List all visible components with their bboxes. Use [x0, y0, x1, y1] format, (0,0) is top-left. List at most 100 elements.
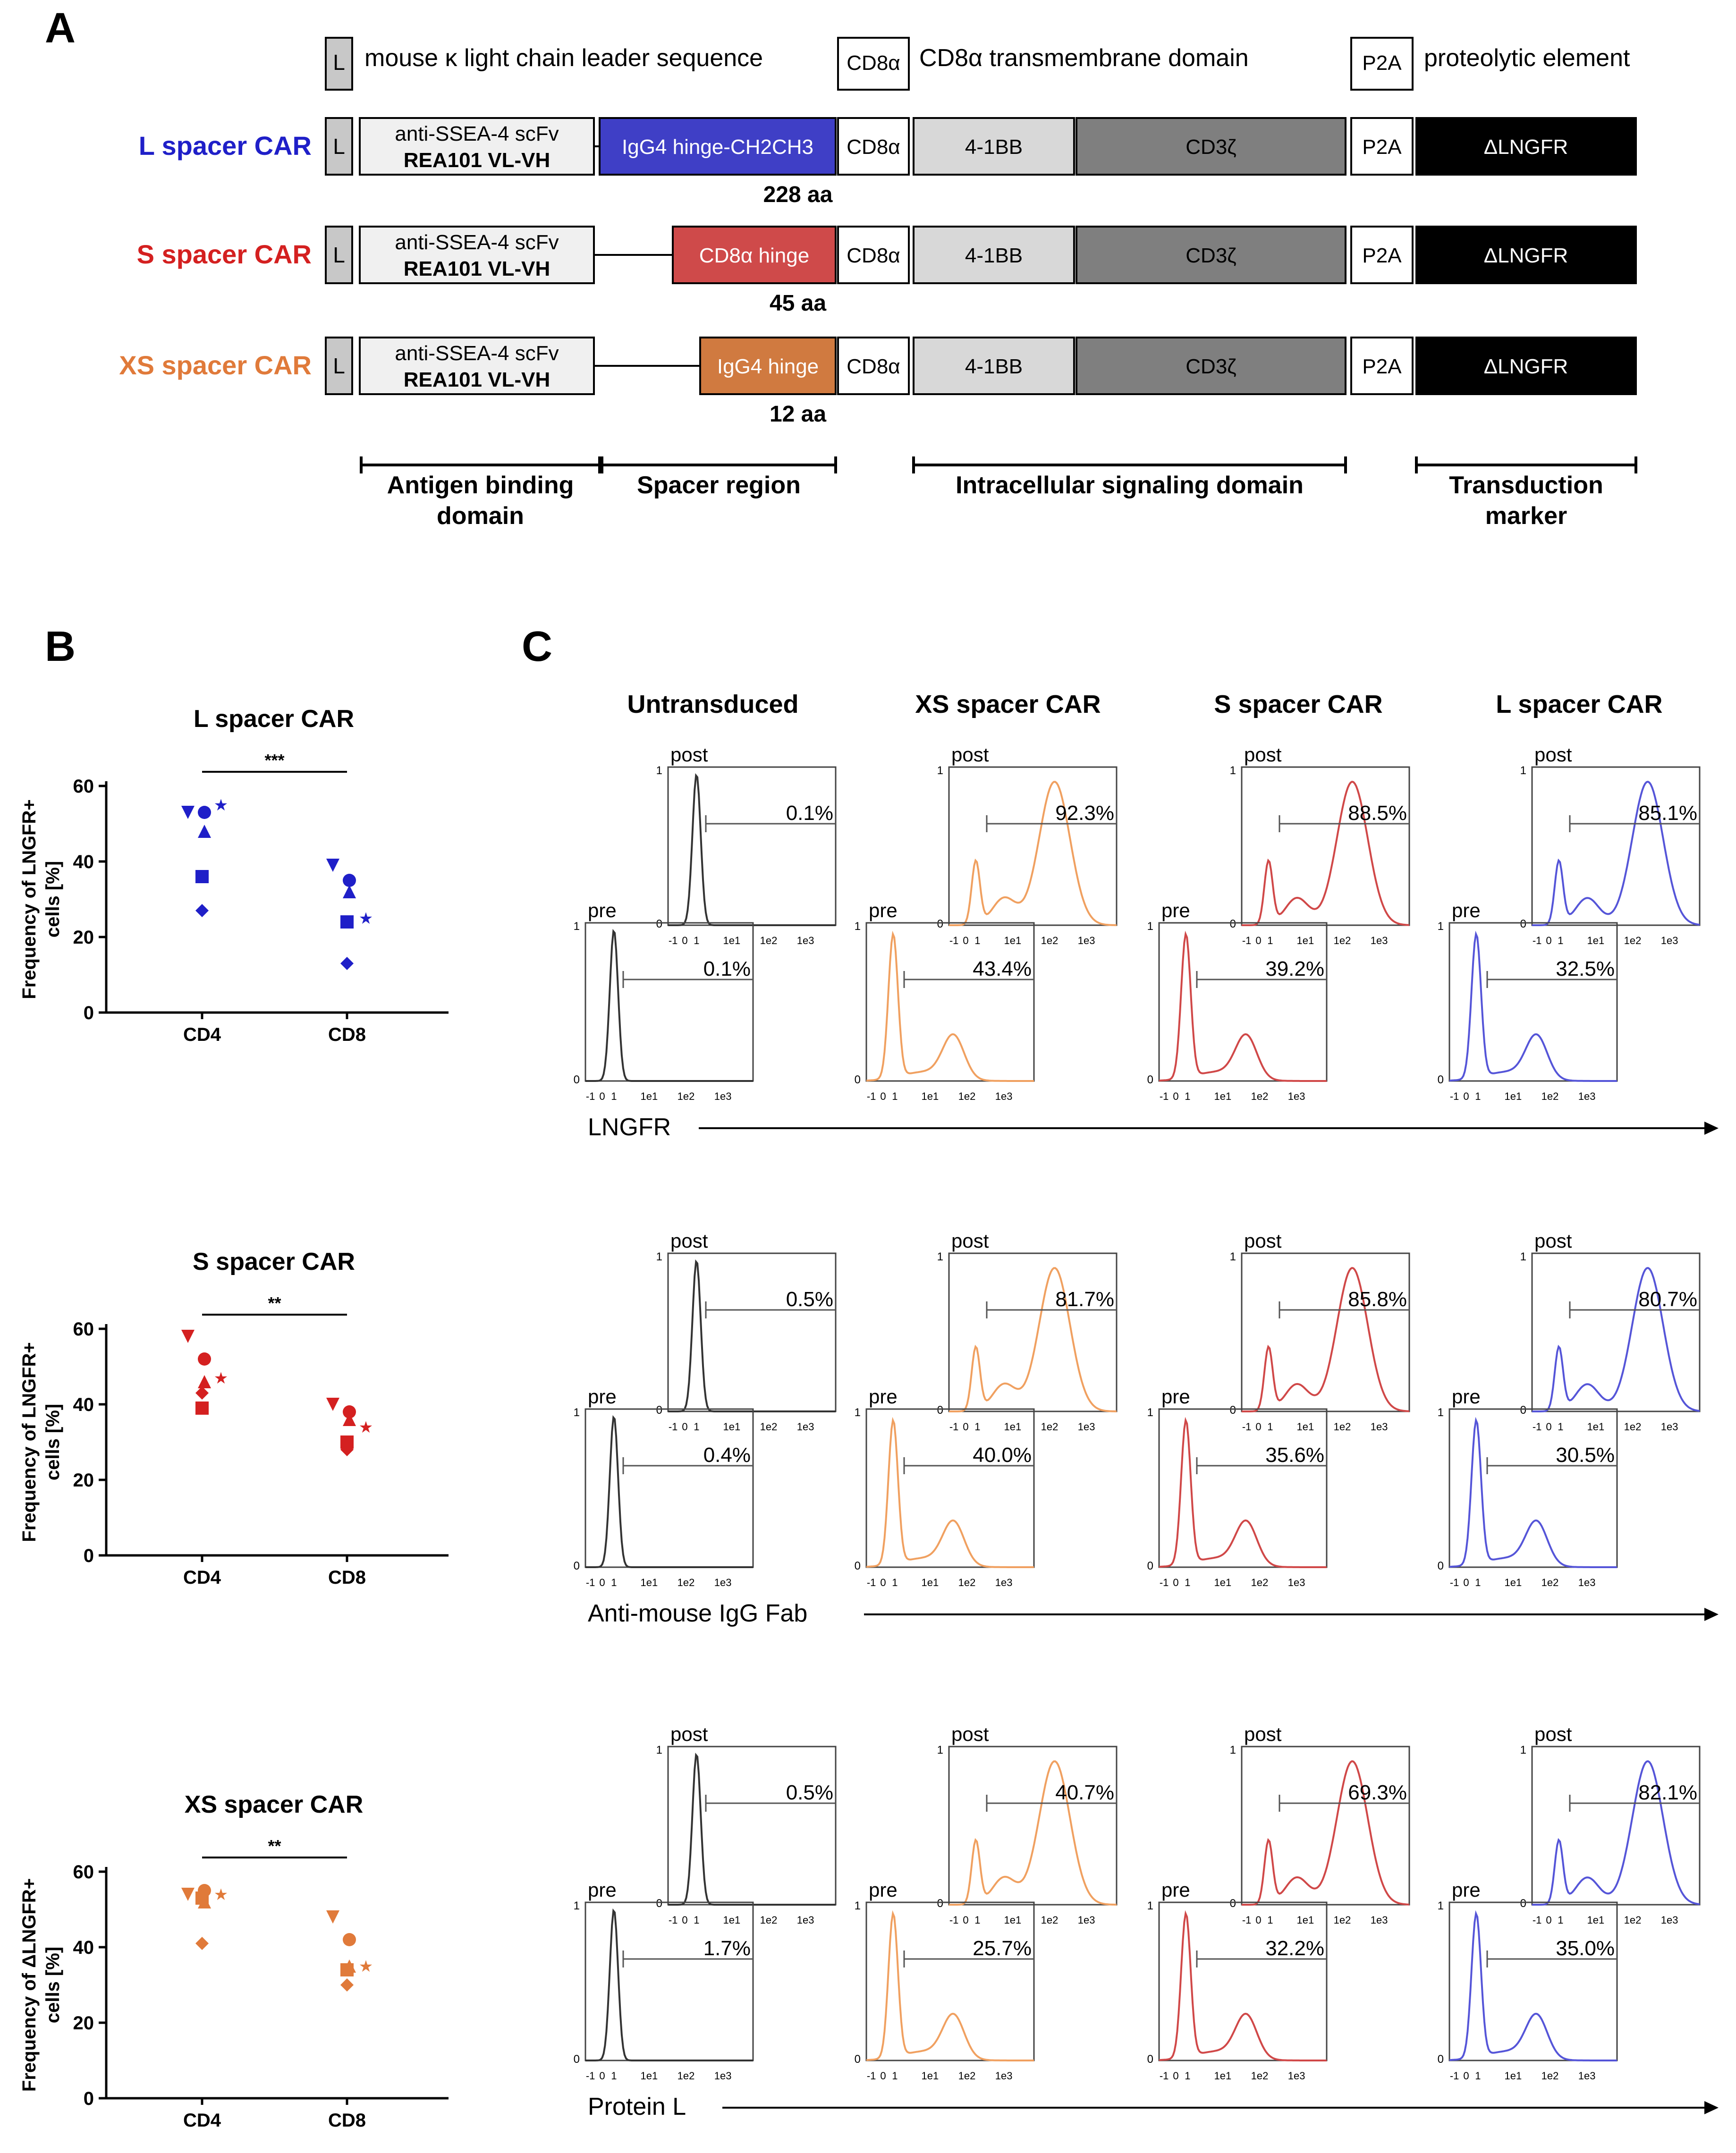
gate-percent: 32.2%: [1265, 1937, 1324, 1960]
significance-label: **: [268, 1293, 281, 1313]
histogram-x-tick: 1: [1558, 1421, 1563, 1433]
x-tick-label: CD8: [328, 2110, 366, 2131]
histogram-y-tick: 1: [1147, 920, 1153, 933]
histogram-x-tick: -1: [867, 1090, 876, 1102]
histogram-label: post: [1534, 1723, 1572, 1745]
histogram-frame: [1531, 1252, 1701, 1412]
histogram-y-tick: 0: [1438, 1073, 1444, 1086]
histogram-x-tick: 0: [963, 1914, 968, 1926]
histogram-x-tick: 0: [599, 1090, 605, 1102]
spacer-box-label: IgG4 hinge: [717, 355, 819, 378]
histogram-x-tick: 1e1: [1297, 1914, 1314, 1926]
histogram-x-tick: 0: [880, 1577, 886, 1588]
histogram-x-tick: 1e2: [1624, 935, 1642, 946]
histogram-curve: [866, 930, 1034, 1082]
histogram-x-tick: -1: [949, 935, 959, 946]
histogram-label: pre: [1452, 1385, 1481, 1408]
histogram-x-tick: 1e2: [1541, 2070, 1559, 2082]
histogram-x-tick: -1: [949, 1914, 959, 1926]
data-point: [343, 874, 356, 887]
histogram-x-tick: 1e1: [1004, 935, 1022, 946]
histogram-y-tick: 0: [1230, 1897, 1236, 1910]
histogram-y-tick: 1: [1230, 764, 1236, 777]
histogram-label: pre: [1161, 899, 1190, 921]
histogram-x-tick: 1e1: [1587, 1914, 1605, 1926]
histogram-label: pre: [588, 1385, 617, 1408]
histogram-y-tick: 0: [937, 1404, 943, 1417]
column-title: S spacer CAR: [1214, 690, 1382, 718]
gate-percent: 0.5%: [786, 1781, 833, 1804]
histogram-y-tick: 1: [1230, 1250, 1236, 1263]
gate-percent: 32.5%: [1556, 957, 1615, 980]
histogram-y-tick: 0: [1230, 1404, 1236, 1417]
histogram-x-tick: 1e3: [995, 1090, 1013, 1102]
histogram-x-tick: 1: [1558, 935, 1563, 946]
histogram-x-tick: 0: [599, 2070, 605, 2082]
histogram-label: pre: [869, 1385, 898, 1408]
leader-box-label: L: [333, 243, 345, 267]
histogram-curve: [1159, 1417, 1327, 1568]
histogram-y-tick: 0: [574, 2053, 580, 2066]
histogram-label: pre: [1452, 1879, 1481, 1901]
y-tick-label: 40: [73, 1937, 94, 1958]
histogram-y-tick: 0: [855, 1073, 861, 1086]
histogram-x-tick: 1: [1558, 1914, 1563, 1926]
histogram-frame: [1448, 922, 1618, 1082]
histogram-x-tick: -1: [1242, 1421, 1252, 1433]
histogram-frame: [667, 1746, 837, 1906]
histogram-label: post: [951, 743, 989, 766]
histogram-x-tick: 1: [1267, 935, 1273, 946]
flow-axis-arrowhead: [1704, 1122, 1719, 1135]
histogram-y-tick: 1: [574, 1406, 580, 1419]
histogram-curve: [1449, 1910, 1617, 2061]
histogram-x-tick: 0: [1255, 1421, 1261, 1433]
histogram-y-tick: 0: [1438, 2053, 1444, 2066]
histogram-x-tick: 1e1: [1214, 2070, 1232, 2082]
box-p2a: [1350, 226, 1414, 284]
histogram-x-tick: 1e2: [958, 2070, 976, 2082]
histogram-y-tick: 0: [574, 1073, 580, 1086]
data-point: [195, 1402, 209, 1415]
histogram-x-tick: 1e1: [641, 2070, 658, 2082]
histogram-y-tick: 1: [1438, 920, 1444, 933]
scfv-box: [359, 117, 595, 176]
histogram-x-tick: 1e1: [922, 1577, 939, 1588]
box-lngfr: [1415, 117, 1637, 176]
histogram-x-tick: 1: [1185, 1577, 1190, 1588]
histogram-x-tick: 1e2: [1041, 1914, 1059, 1926]
region-label-line1: Spacer region: [637, 472, 801, 499]
histogram-x-tick: 1: [611, 2070, 617, 2082]
panel-letter-c: C: [522, 623, 552, 670]
histogram-y-tick: 1: [656, 1744, 662, 1756]
histogram-y-tick: 0: [1230, 918, 1236, 930]
gate-percent: 88.5%: [1348, 802, 1407, 825]
data-point: [195, 1937, 209, 1950]
histogram-x-tick: 1e3: [797, 1914, 814, 1926]
histogram-x-tick: 1e2: [1541, 1090, 1559, 1102]
histogram-x-tick: 1: [694, 935, 699, 946]
histogram-x-tick: 1: [892, 1090, 898, 1102]
histogram-x-tick: 1e3: [1078, 1914, 1095, 1926]
x-tick-label: CD8: [328, 1024, 366, 1045]
histogram-x-tick: 1e3: [797, 1421, 814, 1433]
histogram-label: pre: [1452, 899, 1481, 921]
histogram-y-tick: 1: [855, 1900, 861, 1912]
histogram-frame: [667, 766, 837, 926]
histogram-x-tick: 1e2: [958, 1577, 976, 1588]
histogram-frame: [667, 1252, 837, 1412]
gate-percent: 30.5%: [1556, 1444, 1615, 1467]
histogram-x-tick: 1e3: [1288, 1090, 1305, 1102]
chart-title: L spacer CAR: [194, 705, 354, 733]
data-point: [326, 1910, 339, 1924]
histogram-y-tick: 1: [1438, 1406, 1444, 1419]
histogram-label: post: [1534, 1230, 1572, 1252]
scfv-line1: anti-SSEA-4 scFv: [395, 342, 559, 365]
y-tick-label: 0: [84, 1003, 94, 1023]
data-point: ★: [214, 1886, 228, 1904]
histogram-curve: [668, 773, 836, 926]
histogram-x-tick: 1e2: [677, 2070, 695, 2082]
histogram-label: post: [1244, 743, 1282, 766]
data-point: [195, 1386, 209, 1400]
histogram-x-tick: 1e2: [1334, 1914, 1351, 1926]
